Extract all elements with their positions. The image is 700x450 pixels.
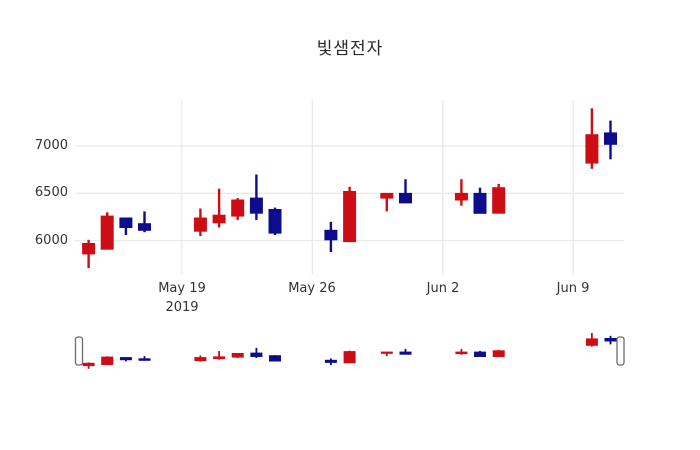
candle-body <box>324 359 337 363</box>
rangeslider-candle-2019-06-11 <box>604 335 617 345</box>
rangeslider-candle-2019-06-03 <box>455 348 468 355</box>
rangeslider-handle-right[interactable] <box>616 336 625 366</box>
rangeslider-candle-2019-05-31 <box>399 348 412 355</box>
candle-body <box>212 214 226 224</box>
candle-body <box>119 357 132 361</box>
candle-body <box>100 215 114 250</box>
candle-body <box>138 358 151 361</box>
rangeslider-candle-2019-05-14 <box>82 362 95 369</box>
y-axis-tick-label: 6500 <box>34 185 68 200</box>
candle-body <box>454 192 468 201</box>
candle-body <box>193 217 207 232</box>
candle-body <box>492 187 506 214</box>
x-axis-tick-label: Jun 2 <box>426 281 460 296</box>
candle-body <box>343 191 357 243</box>
rangeslider-candle-2019-05-27 <box>324 358 337 366</box>
rangeslider-candle-2019-05-28 <box>343 350 356 364</box>
candle-body <box>231 199 245 217</box>
candle-2019-05-16[interactable] <box>119 217 133 235</box>
rangeslider-candle-2019-05-30 <box>380 351 393 357</box>
candle-body <box>269 355 281 362</box>
rangeslider-candle-2019-05-22 <box>231 353 244 358</box>
main-plot[interactable] <box>82 108 617 269</box>
y-axis-tick-label: 7000 <box>34 138 68 153</box>
candle-body <box>249 197 263 214</box>
candle-body <box>231 353 244 358</box>
rangeslider-candle-2019-05-17 <box>138 356 151 361</box>
candle-body <box>455 351 468 355</box>
candle-2019-06-05[interactable] <box>492 183 506 214</box>
candle-2019-05-14[interactable] <box>82 239 96 269</box>
rangeslider-candle-2019-06-04 <box>474 350 486 358</box>
chart-title: 빛샘전자 <box>316 39 384 59</box>
rangeslider[interactable] <box>74 333 625 369</box>
candle-2019-05-31[interactable] <box>399 179 412 204</box>
rangeslider-candle-2019-05-24 <box>269 355 281 362</box>
candle-2019-05-27[interactable] <box>324 221 338 253</box>
rangeslider-handle-left[interactable] <box>74 336 84 366</box>
candle-body <box>119 217 133 228</box>
candle-body <box>268 209 282 234</box>
candle-2019-06-11[interactable] <box>604 120 617 160</box>
x-axis-tick-label: Jun 9 <box>556 281 590 296</box>
x-axis-tick-label-line2: 2019 <box>165 300 199 315</box>
candle-2019-05-17[interactable] <box>138 211 151 233</box>
rangeslider-candle-2019-06-10 <box>585 333 598 347</box>
candle-body <box>82 362 95 367</box>
candle-body <box>380 351 393 354</box>
candle-body <box>138 223 151 231</box>
candle-2019-05-22[interactable] <box>231 198 245 220</box>
candle-body <box>473 192 487 214</box>
candle-body <box>82 243 96 255</box>
candle-body <box>324 229 338 241</box>
candle-2019-05-15[interactable] <box>100 212 114 250</box>
candle-body <box>101 356 114 366</box>
rangeslider-candle-2019-05-16 <box>119 357 132 362</box>
candle-2019-05-21[interactable] <box>212 188 226 228</box>
candle-body <box>585 338 598 346</box>
candle-body <box>399 192 412 204</box>
x-axis-tick-label: May 19 2019 <box>140 279 224 317</box>
candle-body <box>380 192 394 199</box>
x-axis-tick-label: May 26 <box>288 281 336 296</box>
rangeslider-candle-2019-05-23 <box>250 347 263 358</box>
candle-2019-05-24[interactable] <box>268 207 282 235</box>
candle-2019-06-03[interactable] <box>454 179 468 206</box>
candle-body <box>604 132 617 145</box>
candle-2019-06-10[interactable] <box>585 108 599 169</box>
candle-body <box>250 352 263 358</box>
candle-2019-06-04[interactable] <box>473 187 487 214</box>
rangeslider-candle-2019-05-20 <box>194 355 207 362</box>
x-axis-tick-label-line1: May 19 <box>158 281 206 296</box>
candle-body <box>194 357 207 362</box>
candle-body <box>604 338 617 342</box>
candle-2019-05-28[interactable] <box>343 186 357 243</box>
candle-2019-05-23[interactable] <box>249 174 263 220</box>
y-axis-tick-label: 6000 <box>34 233 68 248</box>
candle-2019-05-30[interactable] <box>380 192 394 212</box>
rangeslider-candle-2019-05-21 <box>213 351 226 360</box>
candle-body <box>343 351 356 364</box>
candle-body <box>213 356 226 360</box>
candle-body <box>474 351 486 358</box>
candle-body <box>585 134 599 164</box>
candle-body <box>399 351 412 355</box>
rangeslider-candle-2019-05-15 <box>101 356 114 366</box>
rangeslider-candle-2019-06-05 <box>492 349 505 357</box>
candle-body <box>492 350 505 357</box>
candle-2019-05-20[interactable] <box>193 208 207 237</box>
